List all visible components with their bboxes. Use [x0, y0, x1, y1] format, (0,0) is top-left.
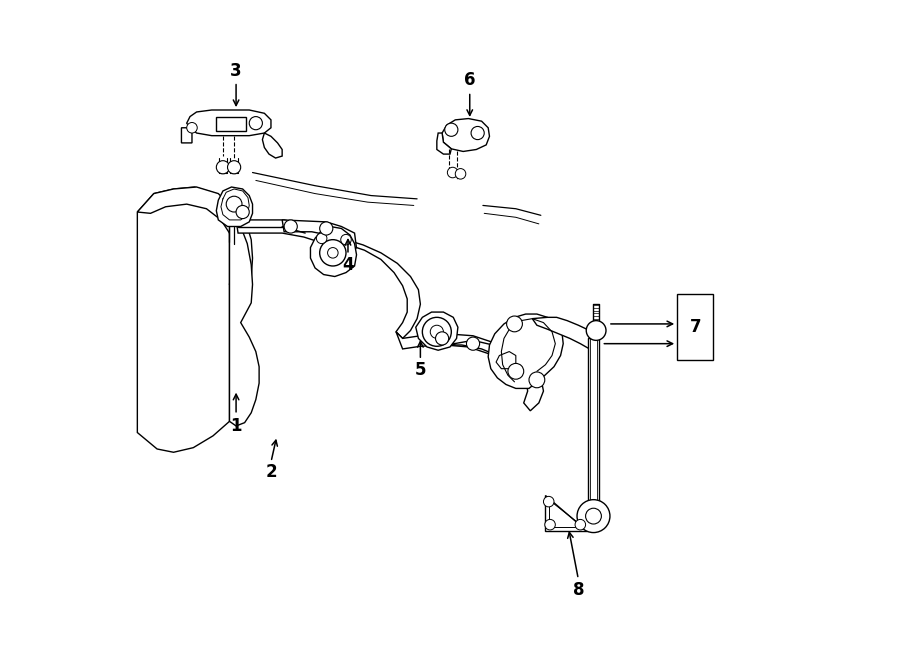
- Text: 7: 7: [689, 318, 701, 336]
- Circle shape: [544, 496, 554, 507]
- Text: 3: 3: [230, 61, 242, 79]
- Text: 5: 5: [415, 361, 426, 379]
- Text: 2: 2: [266, 463, 277, 481]
- Circle shape: [186, 122, 197, 133]
- Text: 1: 1: [230, 417, 242, 435]
- Circle shape: [529, 372, 544, 388]
- Bar: [677, 294, 714, 360]
- Polygon shape: [488, 314, 563, 389]
- Circle shape: [586, 321, 606, 340]
- Circle shape: [471, 126, 484, 139]
- Circle shape: [216, 161, 230, 174]
- Polygon shape: [186, 110, 271, 136]
- Circle shape: [507, 316, 522, 332]
- Circle shape: [341, 235, 351, 245]
- Polygon shape: [328, 239, 420, 338]
- Text: 6: 6: [464, 71, 475, 89]
- Circle shape: [328, 248, 338, 258]
- Polygon shape: [230, 209, 259, 426]
- Circle shape: [284, 220, 297, 233]
- Polygon shape: [182, 128, 192, 143]
- Polygon shape: [283, 220, 356, 249]
- Polygon shape: [442, 118, 490, 151]
- Polygon shape: [496, 352, 516, 369]
- Circle shape: [577, 500, 610, 533]
- Circle shape: [447, 167, 458, 178]
- Circle shape: [430, 325, 444, 338]
- Circle shape: [236, 206, 249, 219]
- Polygon shape: [436, 133, 451, 154]
- Circle shape: [445, 123, 458, 136]
- Circle shape: [586, 508, 601, 524]
- Polygon shape: [396, 332, 524, 371]
- Circle shape: [466, 337, 480, 350]
- Circle shape: [320, 222, 333, 235]
- Circle shape: [320, 240, 346, 266]
- Polygon shape: [138, 187, 253, 294]
- Polygon shape: [310, 227, 356, 276]
- Bar: [216, 116, 246, 131]
- Polygon shape: [545, 495, 587, 531]
- Circle shape: [228, 161, 240, 174]
- Circle shape: [436, 332, 449, 345]
- Text: 8: 8: [572, 582, 584, 600]
- Polygon shape: [216, 187, 253, 227]
- Circle shape: [422, 317, 451, 346]
- Polygon shape: [446, 340, 544, 410]
- Circle shape: [508, 364, 524, 379]
- Polygon shape: [138, 187, 230, 452]
- Circle shape: [226, 196, 242, 212]
- Polygon shape: [236, 220, 341, 249]
- Circle shape: [249, 116, 263, 130]
- Circle shape: [455, 169, 466, 179]
- Polygon shape: [532, 317, 596, 349]
- Circle shape: [317, 233, 327, 244]
- Polygon shape: [589, 338, 598, 505]
- Text: 4: 4: [342, 256, 354, 274]
- Polygon shape: [416, 312, 458, 350]
- Polygon shape: [263, 133, 283, 158]
- Circle shape: [544, 520, 555, 530]
- Circle shape: [575, 520, 586, 530]
